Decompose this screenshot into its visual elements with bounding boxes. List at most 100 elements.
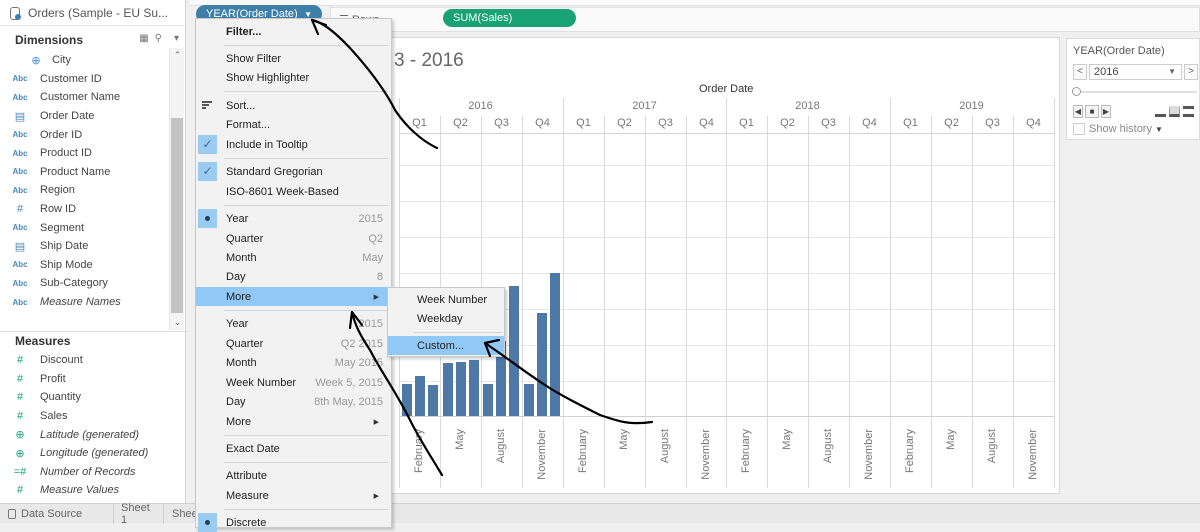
next-value-button[interactable]: > bbox=[1184, 64, 1198, 80]
show-history-label[interactable]: Show history ▼ bbox=[1089, 123, 1163, 135]
quarter-header[interactable]: Q1 bbox=[739, 117, 754, 129]
speed-medium-icon[interactable] bbox=[1169, 106, 1180, 117]
submenu-item-custom[interactable]: Custom... bbox=[388, 336, 504, 355]
measure-field-sales[interactable]: # Sales bbox=[0, 407, 185, 426]
menu-item-month-value[interactable]: Month May 2015 bbox=[196, 353, 391, 372]
menu-item-show-filter[interactable]: Show Filter bbox=[196, 49, 391, 68]
menu-item-include-in-tooltip[interactable]: ✓ Include in Tooltip bbox=[196, 135, 391, 154]
dim-field-segment[interactable]: Abc Segment bbox=[0, 218, 185, 237]
quarter-header[interactable]: Q3 bbox=[658, 117, 673, 129]
bar-2016-may[interactable] bbox=[456, 362, 466, 416]
dim-field-product-name[interactable]: Abc Product Name bbox=[0, 163, 185, 182]
menu-item-standard-gregorian[interactable]: ✓ Standard Gregorian bbox=[196, 162, 391, 181]
measure-field-latitude[interactable]: ⊕ Latitude (generated) bbox=[0, 425, 185, 444]
bar-2016-oct[interactable] bbox=[524, 384, 534, 416]
quarter-header[interactable]: Q2 bbox=[453, 117, 468, 129]
year-header-2018[interactable]: 2018 bbox=[795, 100, 820, 112]
search-icon[interactable]: ⚲ bbox=[154, 33, 162, 44]
year-header-2016[interactable]: 2016 bbox=[468, 100, 493, 112]
year-header-2017[interactable]: 2017 bbox=[632, 100, 657, 112]
bar-2016-nov[interactable] bbox=[537, 313, 547, 416]
dim-field-region[interactable]: Abc Region bbox=[0, 181, 185, 200]
menu-item-measure[interactable]: Measure ▶ bbox=[196, 486, 391, 505]
speed-slow-icon[interactable] bbox=[1155, 106, 1166, 117]
dimensions-scrollbar[interactable]: ⌃ ⌄ bbox=[169, 48, 184, 330]
scroll-thumb[interactable] bbox=[171, 118, 183, 313]
menu-item-more-value[interactable]: More ▶ bbox=[196, 412, 391, 431]
stop-icon[interactable]: ■ bbox=[1085, 105, 1099, 118]
tab-data-source[interactable]: Data Source bbox=[0, 503, 114, 524]
show-history-checkbox[interactable] bbox=[1073, 123, 1085, 135]
grid-view-icon[interactable]: ▦ bbox=[139, 33, 149, 44]
bar-2016-jun[interactable] bbox=[469, 360, 479, 416]
data-source-row[interactable]: Orders (Sample - EU Su... bbox=[0, 0, 185, 26]
scroll-up-icon[interactable]: ⌃ bbox=[173, 50, 182, 60]
menu-item-format[interactable]: Format... bbox=[196, 115, 391, 134]
dim-field-ship-date[interactable]: ▤ Ship Date bbox=[0, 237, 185, 256]
measure-field-measure-values[interactable]: # Measure Values bbox=[0, 481, 185, 500]
quarter-header[interactable]: Q1 bbox=[576, 117, 591, 129]
play-forward-icon[interactable]: ▶ bbox=[1101, 105, 1111, 118]
menu-item-iso-8601[interactable]: ISO-8601 Week-Based bbox=[196, 182, 391, 201]
play-back-icon[interactable]: ◀ bbox=[1073, 105, 1083, 118]
bar-2016-dec[interactable] bbox=[550, 273, 560, 416]
scroll-down-icon[interactable]: ⌄ bbox=[173, 317, 182, 327]
speed-fast-icon[interactable] bbox=[1183, 106, 1194, 117]
dim-field-ship-mode[interactable]: Abc Ship Mode bbox=[0, 256, 185, 275]
quarter-header[interactable]: Q2 bbox=[944, 117, 959, 129]
menu-item-show-highlighter[interactable]: Show Highlighter bbox=[196, 68, 391, 87]
bar-2016-mar[interactable] bbox=[428, 385, 438, 416]
quarter-header[interactable]: Q2 bbox=[780, 117, 795, 129]
menu-item-year-part[interactable]: Year 2015 bbox=[196, 209, 391, 228]
dim-field-product-id[interactable]: Abc Product ID bbox=[0, 144, 185, 163]
prev-value-button[interactable]: < bbox=[1073, 64, 1087, 80]
quarter-header[interactable]: Q4 bbox=[1026, 117, 1041, 129]
submenu-item-weekday[interactable]: Weekday bbox=[388, 309, 504, 328]
dim-field-customer-id[interactable]: Abc Customer ID bbox=[0, 70, 185, 89]
dim-field-customer-name[interactable]: Abc Customer Name bbox=[0, 88, 185, 107]
dim-field-order-date[interactable]: ▤ Order Date bbox=[0, 107, 185, 126]
menu-item-filter[interactable]: Filter... bbox=[196, 22, 391, 41]
dim-field-sub-category[interactable]: Abc Sub-Category bbox=[0, 274, 185, 293]
menu-item-month-part[interactable]: Month May bbox=[196, 248, 391, 267]
quarter-header[interactable]: Q3 bbox=[821, 117, 836, 129]
menu-item-year-value[interactable]: Year 2015 bbox=[196, 314, 391, 333]
menu-item-exact-date[interactable]: Exact Date bbox=[196, 439, 391, 458]
dim-field-order-id[interactable]: Abc Order ID bbox=[0, 125, 185, 144]
measure-field-discount[interactable]: # Discount bbox=[0, 351, 185, 370]
measure-field-quantity[interactable]: # Quantity bbox=[0, 388, 185, 407]
menu-item-week-number-value[interactable]: Week Number Week 5, 2015 bbox=[196, 373, 391, 392]
quarter-header[interactable]: Q4 bbox=[862, 117, 877, 129]
submenu-item-week-number[interactable]: Week Number bbox=[388, 290, 504, 309]
measure-field-profit[interactable]: # Profit bbox=[0, 370, 185, 389]
bar-2016-sep[interactable] bbox=[509, 286, 519, 416]
quarter-header[interactable]: Q1 bbox=[903, 117, 918, 129]
columns-shelf[interactable] bbox=[190, 0, 1200, 6]
menu-item-more-part[interactable]: More ▶ bbox=[196, 287, 391, 306]
year-slider-knob[interactable] bbox=[1072, 87, 1081, 96]
year-header-2019[interactable]: 2019 bbox=[959, 100, 984, 112]
quarter-header[interactable]: Q3 bbox=[985, 117, 1000, 129]
menu-item-sort[interactable]: Sort... bbox=[196, 96, 391, 115]
quarter-header[interactable]: Q3 bbox=[494, 117, 509, 129]
bar-2016-jan[interactable] bbox=[402, 384, 412, 416]
menu-item-quarter-part[interactable]: Quarter Q2 bbox=[196, 229, 391, 248]
quarter-header[interactable]: Q4 bbox=[699, 117, 714, 129]
year-slider-track[interactable] bbox=[1077, 91, 1197, 93]
quarter-header[interactable]: Q2 bbox=[617, 117, 632, 129]
quarter-header[interactable]: Q1 bbox=[412, 117, 427, 129]
menu-item-day-value[interactable]: Day 8th May, 2015 bbox=[196, 392, 391, 411]
menu-item-attribute[interactable]: Attribute bbox=[196, 466, 391, 485]
dim-field-city[interactable]: ⊕ City bbox=[0, 51, 185, 70]
dim-field-measure-names[interactable]: Abc Measure Names bbox=[0, 293, 185, 312]
dim-field-row-id[interactable]: # Row ID bbox=[0, 200, 185, 219]
tab-sheet-1[interactable]: Sheet 1 bbox=[114, 502, 164, 526]
measure-field-longitude[interactable]: ⊕ Longitude (generated) bbox=[0, 444, 185, 463]
bar-2016-jul[interactable] bbox=[483, 384, 493, 416]
quarter-header[interactable]: Q4 bbox=[535, 117, 550, 129]
bar-2016-feb[interactable] bbox=[415, 376, 425, 416]
menu-item-quarter-value[interactable]: Quarter Q2 2015 bbox=[196, 334, 391, 353]
measure-field-number-of-records[interactable]: =# Number of Records bbox=[0, 463, 185, 482]
pill-dropdown-icon[interactable]: ▼ bbox=[304, 9, 312, 19]
menu-item-day-part[interactable]: Day 8 bbox=[196, 267, 391, 286]
